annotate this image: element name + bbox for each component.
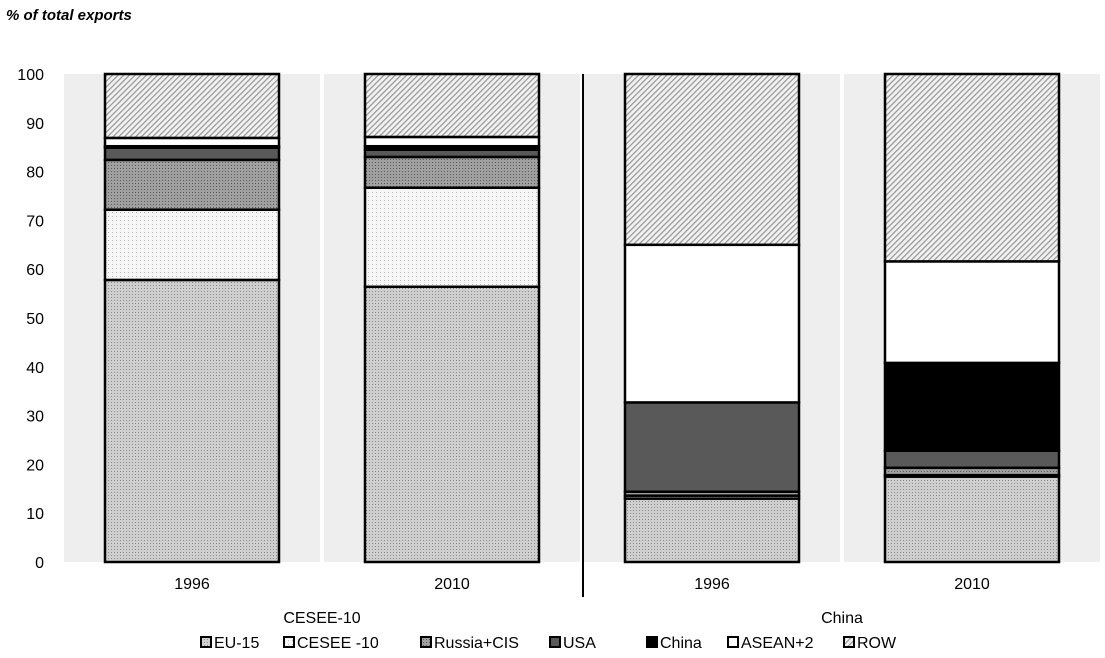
bar-segment — [623, 243, 801, 404]
legend-label: CESEE -10 — [297, 635, 379, 652]
bar-segment — [883, 449, 1061, 470]
group-label: China — [821, 610, 863, 627]
x-tick-label: 2010 — [954, 576, 990, 593]
bar-segment — [623, 497, 801, 564]
legend: EU-15 CESEE -10 Russia+CIS USA China ASEAN+2 R… — [200, 635, 897, 652]
legend-label: USA — [563, 635, 596, 652]
legend-label: Russia+CIS — [434, 635, 519, 652]
x-tick-label: 1996 — [694, 576, 730, 593]
bar-segment — [623, 401, 801, 493]
x-tick-label: 1996 — [174, 576, 210, 593]
legend-swatch — [549, 636, 561, 648]
legend-swatch — [646, 636, 658, 648]
legend-item: ROW — [843, 635, 897, 652]
y-tick-label: 10 — [26, 506, 44, 523]
y-tick-label: 40 — [26, 360, 44, 377]
legend-item: Russia+CIS — [420, 635, 519, 652]
bar-segment — [623, 72, 801, 247]
legend-item: USA — [549, 635, 596, 652]
legend-label: ASEAN+2 — [741, 635, 814, 652]
bar-segment — [883, 361, 1061, 452]
legend-label: EU-15 — [214, 635, 259, 652]
y-tick-label: 90 — [26, 116, 44, 133]
bar-segment — [363, 72, 541, 139]
x-tick-label: 2010 — [434, 576, 470, 593]
axes: 1996 2010 1996 2010 0 10 20 30 40 50 60 70 80 90 100 % … — [6, 7, 990, 627]
legend-item: China — [646, 635, 702, 652]
legend-swatch — [420, 636, 432, 648]
y-tick-label: 70 — [26, 213, 44, 230]
group-label: CESEE-10 — [283, 610, 360, 627]
bar-segment — [103, 208, 281, 282]
legend-swatch — [200, 636, 212, 648]
bar-segment — [363, 186, 541, 289]
y-tick-label: 0 — [35, 555, 44, 572]
bar-segment — [103, 278, 281, 564]
legend-item: CESEE -10 — [283, 635, 379, 652]
legend-label: China — [660, 635, 702, 652]
y-tick-label: 30 — [26, 409, 44, 426]
bar-segment — [103, 72, 281, 140]
y-tick-label: 80 — [26, 165, 44, 182]
y-tick-label: 50 — [26, 311, 44, 328]
bar-segment — [103, 146, 281, 162]
bar-segment — [363, 135, 541, 148]
bar-segment — [363, 155, 541, 189]
legend-label: ROW — [857, 635, 897, 652]
y-tick-label: 60 — [26, 262, 44, 279]
y-tick-label: 20 — [26, 457, 44, 474]
bar-segment — [883, 260, 1061, 365]
y-tick-label: 100 — [17, 67, 44, 84]
y-axis-caption: % of total exports — [6, 7, 132, 24]
bar-segment — [883, 475, 1061, 564]
legend-swatch — [843, 636, 855, 648]
bar-segment — [103, 158, 281, 211]
legend-swatch — [283, 636, 295, 648]
legend-swatch — [727, 636, 739, 648]
bar-segment — [883, 72, 1061, 263]
bar-segment — [363, 285, 541, 564]
bars — [103, 72, 1061, 564]
legend-item: ASEAN+2 — [727, 635, 814, 652]
legend-item: EU-15 — [200, 635, 259, 652]
